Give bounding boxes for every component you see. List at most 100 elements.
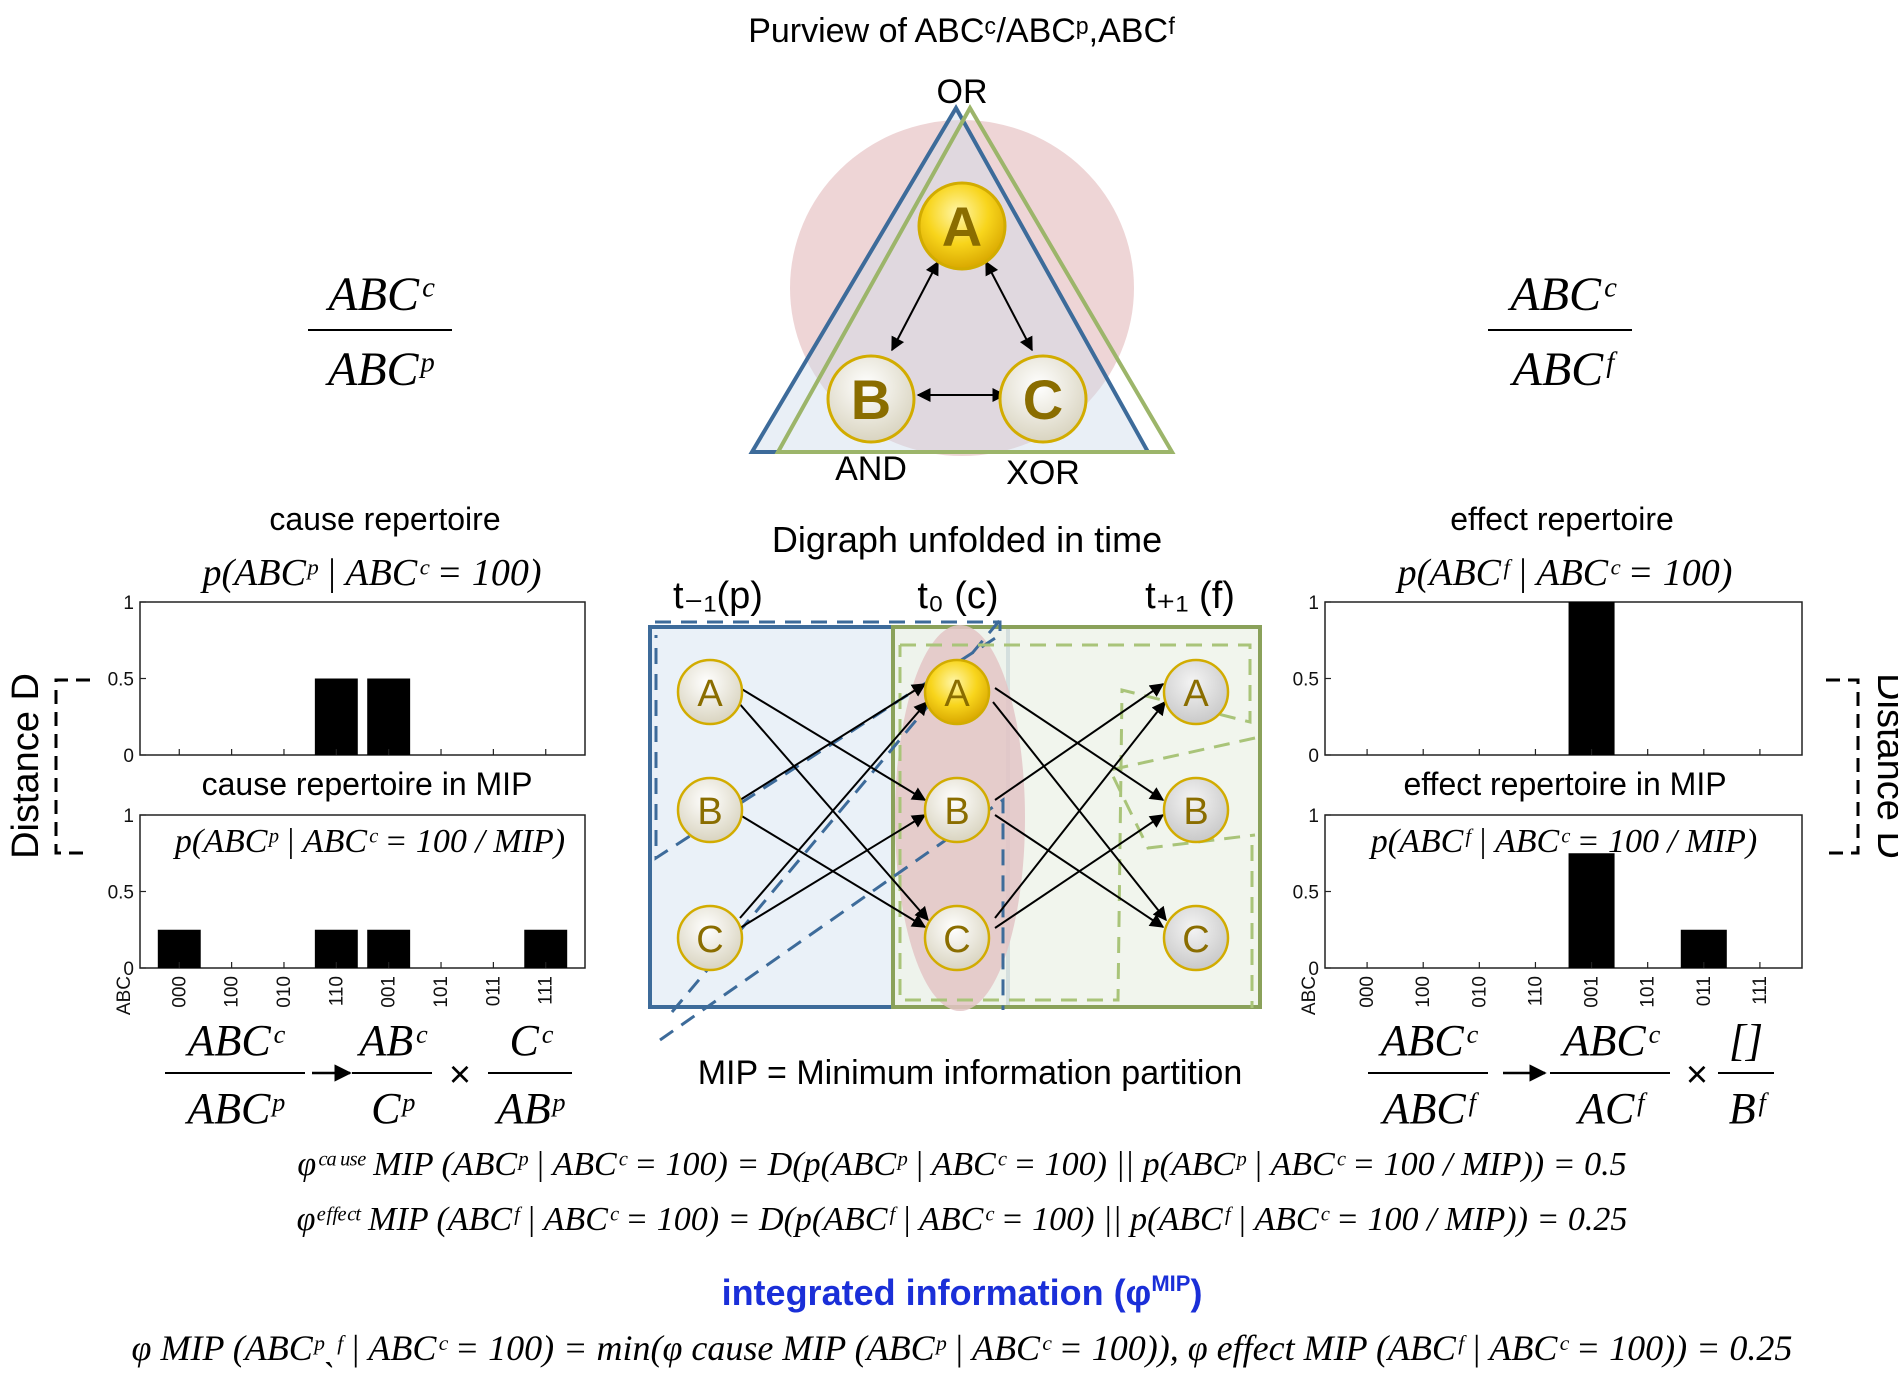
right-part2-top: [] (1729, 1016, 1763, 1065)
x-tick-label: 101 (431, 976, 452, 1008)
bar (524, 929, 568, 968)
column-label-past: t₋₁(p) (673, 575, 763, 617)
phi-effect-equation: φᵉᶠᶠᵉᶜᵗ MIP (ABCᶠ | ABCᶜ = 100) = D(p(AB… (297, 1201, 1628, 1238)
phi-cause-equation: φᶜᵃᵘˢᵉ MIP (ABCᵖ | ABCᶜ = 100) = D(p(ABC… (297, 1146, 1626, 1183)
left-ratio-top: ABCᶜ (325, 268, 435, 321)
x-tick-label: 111 (1750, 976, 1771, 1005)
left-part2-bottom: ABᵖ (494, 1084, 566, 1133)
gate-xor-label: XOR (1006, 454, 1080, 492)
x-tick-label: 010 (1469, 976, 1490, 1008)
x-tick-label: 000 (1357, 976, 1378, 1008)
column-label-current: t₀ (c) (917, 575, 998, 617)
cause-repertoire-title: cause repertoire (269, 501, 500, 537)
x-tick-label: 001 (1582, 976, 1603, 1008)
page-title: Purview of ABCᶜ/ABCᵖ,ABCᶠ (748, 12, 1176, 50)
y-tick-label: 1 (1308, 593, 1319, 614)
past-node-b-label: B (697, 791, 722, 833)
gate-or-label: OR (937, 73, 988, 111)
chart-frame (1324, 601, 1803, 756)
future-node-c-label: C (1182, 919, 1209, 961)
effect-repertoire-chart: 00.51 (1293, 593, 1803, 767)
purview-triangle: A B C OR AND XOR (748, 73, 1176, 492)
x-axis-label: ABC (1299, 976, 1320, 1015)
node-b-label: B (851, 368, 891, 431)
past-node-c (676, 904, 744, 972)
right-whole-bottom: ABCᶠ (1380, 1084, 1480, 1133)
bar (314, 678, 358, 755)
digraph-title: Digraph unfolded in time (772, 519, 1162, 560)
bar (1680, 929, 1727, 968)
cause-repertoire-formula: p(ABCᵖ | ABCᶜ = 100) (200, 552, 542, 594)
current-node-c-label: C (943, 919, 970, 961)
past-node-b (676, 776, 744, 844)
chart-frame (139, 601, 586, 756)
x-tick-label: 000 (169, 976, 190, 1008)
bar (367, 678, 411, 755)
future-node-a-label: A (1183, 673, 1209, 715)
left-whole-top: ABCᶜ (185, 1016, 286, 1065)
bar (367, 929, 411, 968)
chart-frame (139, 814, 586, 969)
node-a-label: A (942, 195, 982, 258)
effect-partition-dashes (898, 643, 1252, 1002)
y-tick-label: 1 (123, 806, 134, 827)
effect-repertoire-title: effect repertoire (1450, 501, 1674, 537)
green-triangle (774, 103, 1176, 454)
x-tick-label: 010 (274, 976, 295, 1008)
right-ratio: ABCᶜ ABCᶠ (1488, 268, 1632, 396)
right-distance-bracket: Distance D (1826, 673, 1898, 859)
future-node-b-label: B (1183, 791, 1208, 833)
arrow-a-c (985, 260, 1033, 352)
x-axis-label: ABC (114, 976, 135, 1015)
y-tick-label: 0.5 (108, 883, 134, 904)
arrow-a-b (891, 260, 939, 352)
bar (1568, 853, 1615, 968)
right-ratio-top: ABCᶜ (1507, 268, 1617, 321)
y-tick-label: 1 (123, 593, 134, 614)
node-a (917, 181, 1007, 271)
future-nodes: A B C (1162, 658, 1230, 972)
right-part1-bottom: ACᶠ (1575, 1084, 1648, 1133)
digraph: A B C A B C A B C (648, 619, 1262, 1042)
past-node-a (676, 658, 744, 726)
left-whole-bottom: ABCᵖ (184, 1084, 285, 1133)
integrated-label-close: ) (1190, 1272, 1202, 1313)
left-part1-bottom: Cᵖ (371, 1084, 415, 1133)
right-part2-bottom: Bᶠ (1729, 1084, 1770, 1133)
left-partition-formula: ABCᶜ ABCᵖ ABᶜ Cᵖ × Cᶜ ABᵖ (165, 1016, 572, 1133)
left-ratio: ABCᶜ ABCᵖ (308, 268, 452, 396)
y-tick-label: 1 (1308, 806, 1319, 827)
future-node-b (1162, 776, 1230, 844)
current-node-b (923, 776, 991, 844)
y-tick-label: 0 (123, 959, 134, 980)
current-node-a-label: A (944, 673, 970, 715)
past-node-a-label: A (697, 673, 723, 715)
current-node-c (923, 904, 991, 972)
bar (1568, 602, 1615, 755)
future-node-a (1162, 658, 1230, 726)
bar (157, 929, 201, 968)
phi-total-equation: φ MIP (ABCᵖˎᶠ | ABCᶜ = 100) = min(φ caus… (132, 1328, 1793, 1368)
x-tick-label: 001 (379, 976, 400, 1008)
effect-repertoire-formula: p(ABCᶠ | ABCᶜ = 100) (1395, 552, 1733, 594)
y-tick-label: 0 (1308, 959, 1319, 980)
effect-mip-formula: p(ABCᶠ | ABCᶜ = 100 / MIP) (1369, 823, 1757, 860)
cause-repertoire-chart: 00.51 (108, 593, 586, 767)
x-tick-label: 110 (1525, 976, 1546, 1006)
current-nodes: A B C (923, 658, 991, 972)
right-distance-label: Distance D (1869, 673, 1898, 859)
right-times-sign: × (1686, 1054, 1708, 1096)
y-tick-label: 0.5 (1293, 883, 1319, 904)
y-tick-label: 0.5 (1293, 670, 1319, 691)
x-tick-label: 011 (1694, 976, 1715, 1006)
node-b (826, 354, 916, 444)
x-tick-label: 110 (326, 976, 347, 1006)
x-tick-label: 101 (1638, 976, 1659, 1008)
mip-caption: MIP = Minimum information partition (698, 1054, 1243, 1092)
right-whole-top: ABCᶜ (1378, 1016, 1479, 1065)
integrated-information-label: integrated information (φMIP) (722, 1271, 1203, 1313)
past-nodes: A B C (676, 658, 744, 972)
bar (314, 929, 358, 968)
